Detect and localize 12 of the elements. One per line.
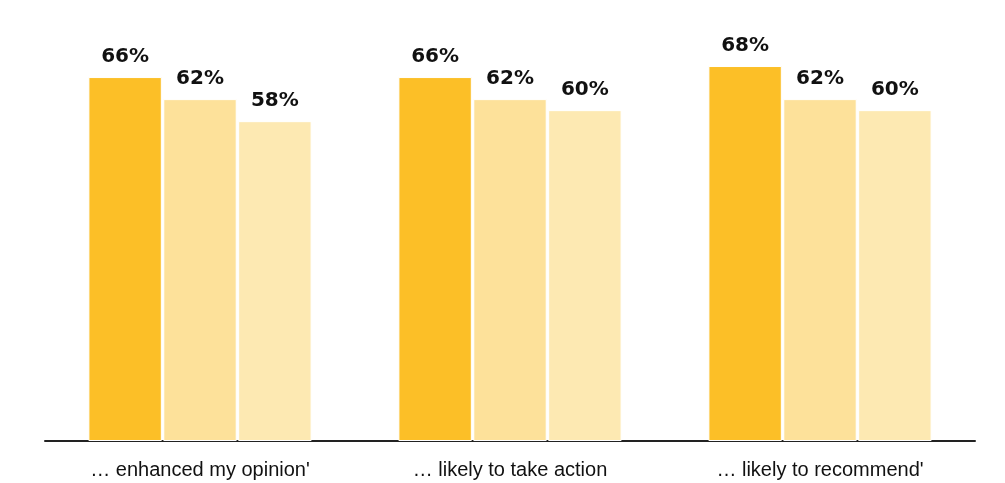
data-label: 62% — [486, 65, 534, 90]
data-label: 66% — [411, 43, 460, 68]
data-label: 66% — [101, 43, 150, 68]
data-label: 60% — [870, 76, 919, 101]
data-label: 68% — [721, 32, 770, 57]
x-tick-label: … likely to take action — [412, 458, 608, 480]
data-label: 60% — [560, 76, 609, 101]
x-tick-label: … likely to recommend' — [716, 458, 924, 480]
data-label: 58% — [250, 87, 299, 112]
data-label: 62% — [176, 65, 224, 90]
x-tick-label: … enhanced my opinion' — [90, 458, 310, 480]
data-label: 62% — [796, 65, 844, 90]
